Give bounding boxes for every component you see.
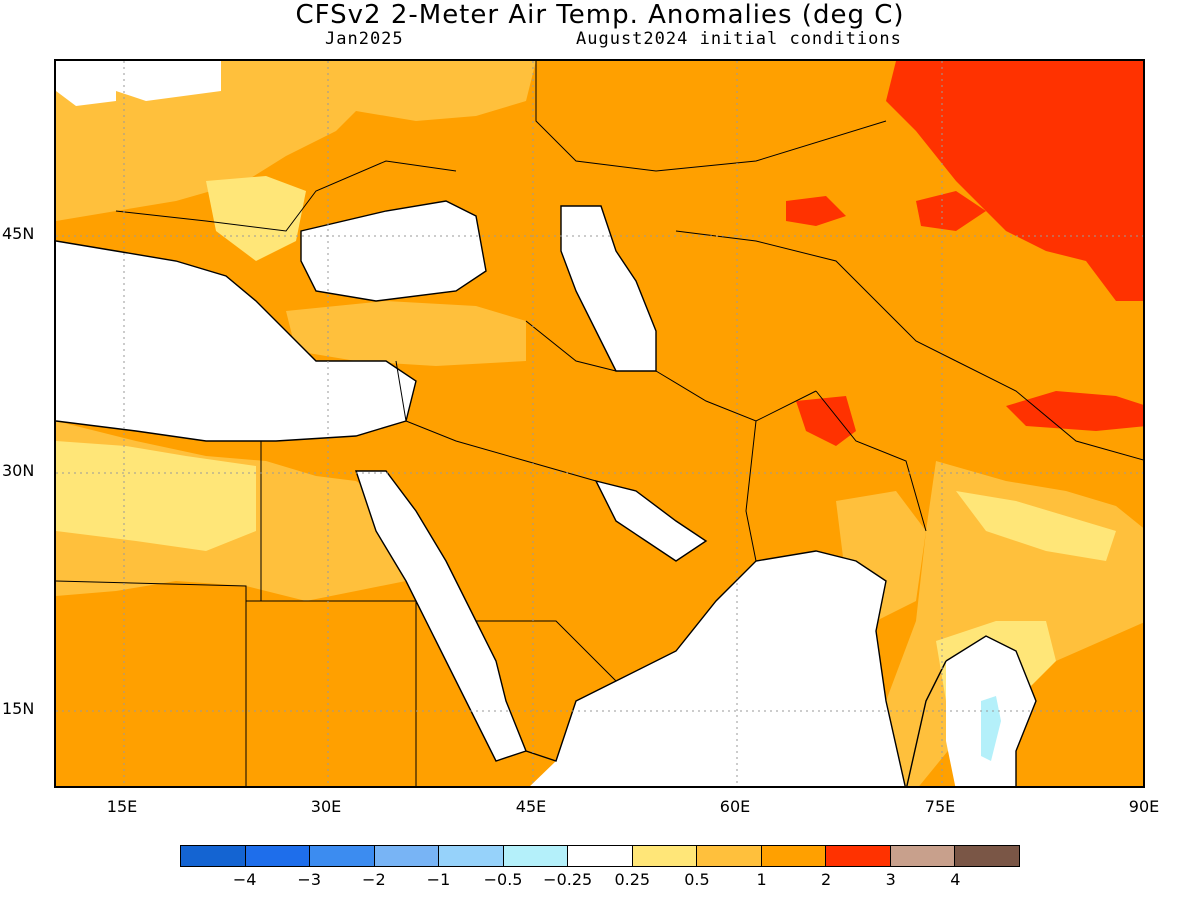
lon-label-75e: 75E <box>924 797 956 816</box>
fill-0.25-to-0.5-libya <box>56 441 256 551</box>
color-legend-tick-label: −0.25 <box>543 870 593 889</box>
color-legend-tick-label: 2 <box>821 870 832 889</box>
fill-2-to-3-afghan <box>796 396 856 446</box>
color-legend-swatch <box>181 846 246 866</box>
color-legend-swatch <box>955 846 1019 866</box>
graticule <box>56 61 1143 786</box>
lat-label-15n: 15N <box>2 699 35 718</box>
color-legend-swatch <box>310 846 375 866</box>
anomaly-map-svg <box>56 61 1143 786</box>
initial-conditions-label: August2024 initial conditions <box>576 29 902 49</box>
color-legend-tick-label: −1 <box>426 870 451 889</box>
chart-title: CFSv2 2-Meter Air Temp. Anomalies (deg C… <box>295 0 905 30</box>
fill-neutral-mediterranean <box>56 241 416 441</box>
color-legend-swatch <box>374 846 440 866</box>
country-borders <box>56 61 1143 786</box>
fill-neg0.5-to-neg0.25-india <box>981 696 1001 761</box>
fill-neutral-north-west <box>56 61 116 106</box>
fill-neutral-arabian-sea <box>530 551 906 786</box>
color-legend-swatch <box>697 846 762 866</box>
color-legend-tick-label: 3 <box>885 870 896 889</box>
color-legend-swatch <box>503 846 569 866</box>
fill-0.25-to-0.5-balkans <box>206 176 306 261</box>
color-legend-tick-label: −2 <box>362 870 386 889</box>
color-legend-swatch <box>245 846 311 866</box>
color-legend-swatch <box>761 846 827 866</box>
fill-0.5-to-1-turkey <box>286 301 526 366</box>
fill-neutral-red-sea <box>356 471 526 761</box>
lat-label-30n: 30N <box>2 461 35 480</box>
anomaly-map <box>54 59 1145 788</box>
lon-label-30e: 30E <box>310 797 342 816</box>
lon-label-45e: 45E <box>515 797 547 816</box>
coastlines <box>56 200 1037 786</box>
color-legend-tick-label: −4 <box>232 870 257 889</box>
valid-month-label: Jan2025 <box>325 29 404 49</box>
fill-0.5-to-1-north <box>56 61 536 221</box>
fill-neutral-black-sea <box>301 201 486 301</box>
fill-2-to-3-mongolia <box>886 61 1143 301</box>
fill-neutral-caspian <box>561 206 656 371</box>
color-legend-tick-label: 0.5 <box>684 870 710 889</box>
fill-neutral-north <box>116 61 221 101</box>
color-legend-tick-label: 4 <box>950 870 961 889</box>
color-legend-tick-label: 1 <box>756 870 767 889</box>
color-legend-swatch <box>439 846 504 866</box>
color-legend-tick-label: −0.5 <box>483 870 523 889</box>
color-legend-swatch <box>826 846 891 866</box>
fill-2-to-3-tibet <box>1006 391 1143 431</box>
lat-label-45n: 45N <box>2 224 35 243</box>
fill-neutral-gulf <box>596 481 706 561</box>
color-legend-tick-label: 0.25 <box>614 870 651 889</box>
fill-2-to-3-kazakh <box>786 196 846 226</box>
color-legend <box>180 845 1020 867</box>
lon-label-90e: 90E <box>1128 797 1160 816</box>
fill-0.25-to-0.5-india <box>956 491 1116 561</box>
fill-2-to-3-west-mongolia <box>916 191 986 231</box>
color-legend-swatch <box>568 846 633 866</box>
lon-label-60e: 60E <box>719 797 751 816</box>
color-legend-tick-label: −3 <box>297 870 322 889</box>
color-legend-swatch <box>632 846 698 866</box>
lon-label-15e: 15E <box>106 797 138 816</box>
color-legend-swatch <box>890 846 956 866</box>
